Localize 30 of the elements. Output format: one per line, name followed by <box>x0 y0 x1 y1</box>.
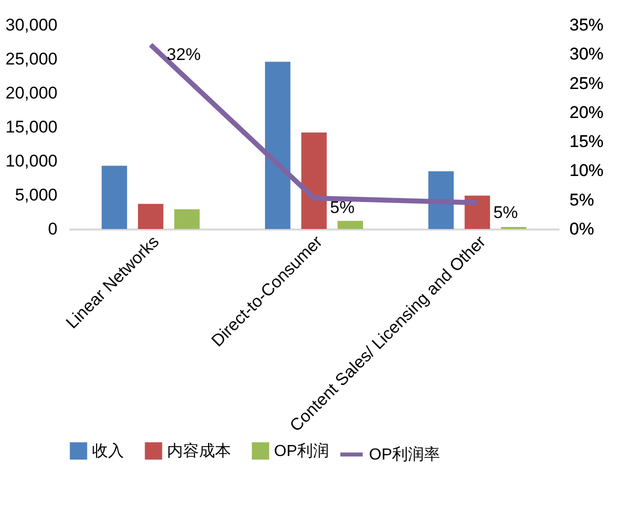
legend-label: OP利润 <box>274 442 330 460</box>
y2-tick-label: 10% <box>570 161 604 180</box>
y-tick-label: 25,000 <box>6 50 58 68</box>
data-label: 5% <box>330 198 355 218</box>
bar <box>265 62 290 229</box>
bar <box>338 220 363 229</box>
bar <box>138 204 164 229</box>
y-tick-label: 15,000 <box>6 118 58 136</box>
y2-tick-label: 15% <box>570 132 604 152</box>
y-tick-label: 5,000 <box>14 186 58 204</box>
legend-label: OP利润率 <box>369 446 440 464</box>
bar <box>102 166 128 229</box>
y-tick-label: 0 <box>48 220 58 238</box>
bar <box>464 196 490 229</box>
y-tick-label: 10,000 <box>6 152 58 170</box>
y2-tick-label: 0% <box>570 220 594 238</box>
y-tick-label: 20,000 <box>6 84 58 102</box>
y2-tick-label: 20% <box>570 102 604 122</box>
bar <box>174 209 200 229</box>
y-tick-label: 30,000 <box>6 16 58 34</box>
y2-tick-label: 5% <box>570 190 594 210</box>
y2-tick-label: 25% <box>570 74 604 93</box>
legend-label: 收入 <box>92 442 124 460</box>
y2-tick-label: 35% <box>570 16 604 34</box>
data-label: 32% <box>166 44 201 64</box>
y2-tick-label: 30% <box>570 44 604 64</box>
bar <box>428 171 454 229</box>
legend-label: 内容成本 <box>167 442 231 460</box>
bar <box>301 132 327 229</box>
data-label: 5% <box>493 202 518 222</box>
